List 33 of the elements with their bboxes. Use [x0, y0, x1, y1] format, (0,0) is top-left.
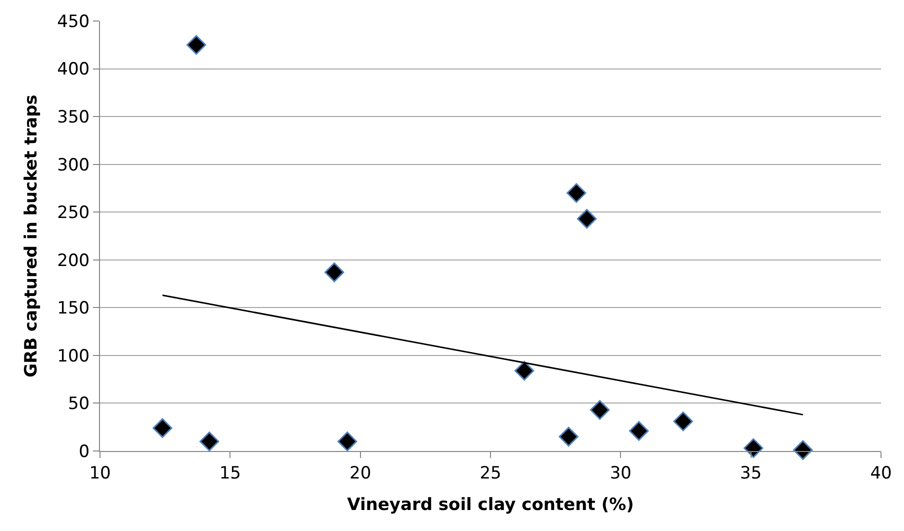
y-tick-label: 450 [57, 12, 90, 32]
y-axis-title: GRB captured in bucket traps [22, 94, 42, 378]
point [629, 421, 649, 441]
point [324, 262, 344, 282]
x-axis-title: Vineyard soil clay content (%) [347, 494, 634, 515]
point [199, 432, 220, 452]
point [337, 432, 358, 452]
x-tick-label: 40 [870, 463, 892, 484]
y-tick-label: 200 [57, 250, 90, 271]
point [558, 426, 578, 447]
x-tick-label: 15 [219, 463, 241, 484]
y-tick-label: 100 [57, 346, 90, 366]
point [576, 208, 597, 229]
point [186, 35, 206, 55]
y-tick-label: 0 [78, 442, 90, 462]
y-tick-label: 400 [57, 60, 90, 80]
point [793, 440, 813, 460]
y-tick-label: 50 [68, 394, 90, 414]
x-tick-label: 20 [350, 463, 372, 484]
x-tick-label: 10 [89, 463, 111, 484]
point [514, 360, 534, 381]
point [566, 183, 586, 203]
point [673, 412, 693, 432]
point [590, 400, 610, 420]
y-tick-label: 250 [57, 203, 90, 224]
y-tick-label: 350 [57, 108, 90, 128]
x-tick-label: 30 [610, 463, 632, 484]
y-tick-label: 300 [57, 155, 90, 176]
y-tick-label: 150 [57, 298, 90, 319]
x-tick-label: 25 [480, 463, 502, 484]
x-tick-label: 35 [740, 463, 762, 484]
point [744, 438, 764, 458]
point [152, 418, 172, 438]
